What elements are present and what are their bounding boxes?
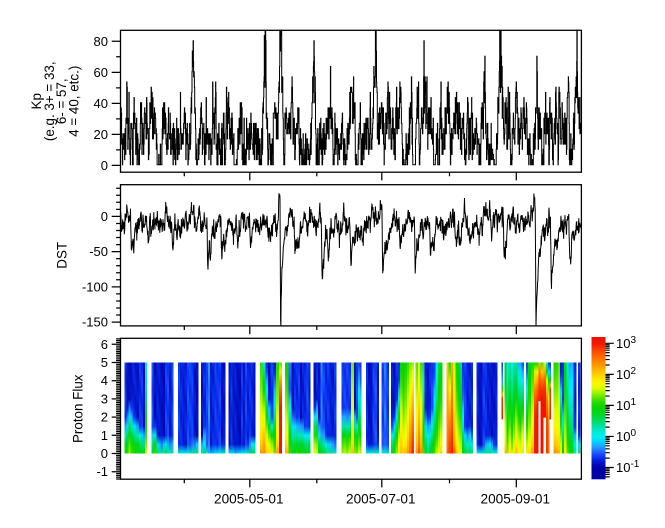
svg-text:4: 4 xyxy=(101,373,108,388)
svg-text:2005-09-01: 2005-09-01 xyxy=(481,492,551,507)
svg-text:-50: -50 xyxy=(89,244,108,259)
svg-text:Kp: Kp xyxy=(29,93,44,109)
svg-text:2: 2 xyxy=(101,410,108,425)
svg-text:-100: -100 xyxy=(82,279,108,294)
svg-text:5: 5 xyxy=(101,355,108,370)
svg-text:(e.g. 3+ = 33,: (e.g. 3+ = 33, xyxy=(42,61,57,141)
svg-text:-1: -1 xyxy=(96,464,108,479)
svg-text:-150: -150 xyxy=(82,315,108,330)
svg-text:6- = 57,: 6- = 57, xyxy=(54,78,69,124)
svg-text:2005-05-01: 2005-05-01 xyxy=(214,492,284,507)
svg-text:DST: DST xyxy=(55,242,70,269)
svg-text:60: 60 xyxy=(94,65,108,80)
svg-text:4 = 40, etc.): 4 = 40, etc.) xyxy=(66,66,81,137)
svg-text:2005-07-01: 2005-07-01 xyxy=(346,492,416,507)
svg-text:0: 0 xyxy=(101,209,108,224)
svg-text:80: 80 xyxy=(94,34,108,49)
svg-text:Proton Flux: Proton Flux xyxy=(71,374,86,443)
svg-text:1: 1 xyxy=(101,428,108,443)
svg-text:20: 20 xyxy=(94,127,108,142)
svg-text:3: 3 xyxy=(101,391,108,406)
svg-text:0: 0 xyxy=(101,446,108,461)
svg-text:0: 0 xyxy=(101,158,108,173)
svg-text:6: 6 xyxy=(101,337,108,352)
svg-text:40: 40 xyxy=(94,96,108,111)
